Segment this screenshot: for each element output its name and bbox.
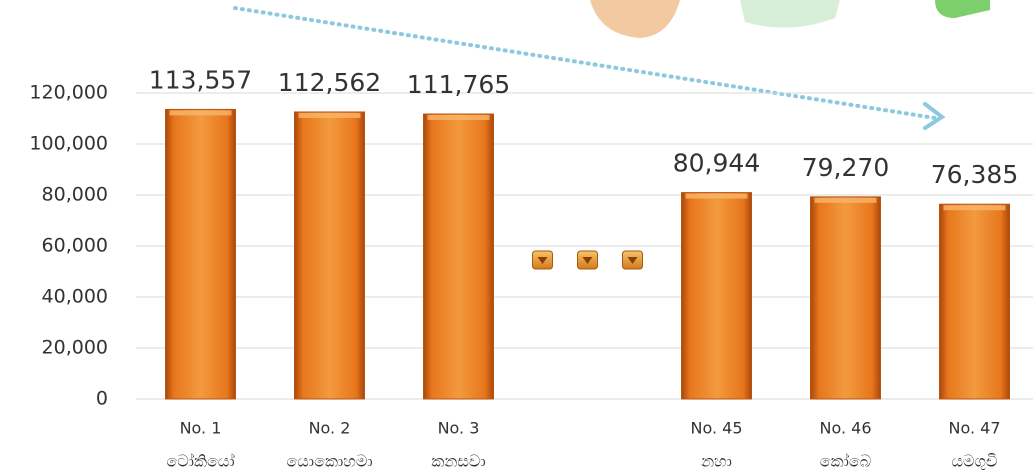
value-label: 112,562 — [278, 68, 381, 97]
category-name: ටෝකියෝ — [166, 452, 234, 471]
bar-bevel — [943, 205, 1006, 211]
bar — [939, 203, 1010, 400]
x-tick-label: No. 45 — [690, 419, 742, 438]
x-tick-label: No. 1 — [180, 419, 222, 438]
x-tick-label: No. 47 — [948, 419, 1000, 438]
category-name: කෝබෙ — [820, 452, 872, 471]
y-tick-label: 120,000 — [29, 82, 108, 104]
category-name: යොකොහමා — [286, 452, 372, 471]
y-tick-label: 60,000 — [42, 235, 108, 257]
bar — [681, 192, 752, 400]
category-name: යමගුචි — [952, 452, 998, 471]
bar-bevel — [427, 114, 490, 120]
ellipsis-icon-arrow — [537, 257, 548, 264]
value-label: 80,944 — [673, 149, 760, 178]
x-tick-label: No. 46 — [819, 419, 871, 438]
bar-bevel — [685, 193, 748, 199]
y-tick-label: 20,000 — [42, 337, 108, 359]
value-label: 113,557 — [149, 65, 252, 94]
bar — [810, 196, 881, 400]
bar — [423, 113, 494, 400]
bar-bevel — [814, 197, 877, 203]
category-name: කනසවා — [431, 452, 485, 471]
ellipsis-icon-arrow — [582, 257, 593, 264]
value-label: 76,385 — [931, 160, 1018, 189]
value-label: 111,765 — [407, 70, 510, 99]
bar — [165, 108, 236, 400]
x-tick-label: No. 3 — [438, 419, 480, 438]
y-tick-label: 100,000 — [29, 133, 108, 155]
bar-bevel — [169, 110, 232, 116]
y-tick-label: 40,000 — [42, 286, 108, 308]
category-name: නහා — [701, 452, 732, 471]
bar — [294, 111, 365, 400]
bar-bevel — [298, 112, 361, 118]
x-tick-label: No. 2 — [309, 419, 351, 438]
y-tick-label: 80,000 — [42, 184, 108, 206]
decoration — [233, 0, 990, 130]
value-label: 79,270 — [802, 153, 889, 182]
ellipsis-icon-arrow — [627, 257, 638, 264]
y-tick-label: 0 — [96, 388, 108, 410]
